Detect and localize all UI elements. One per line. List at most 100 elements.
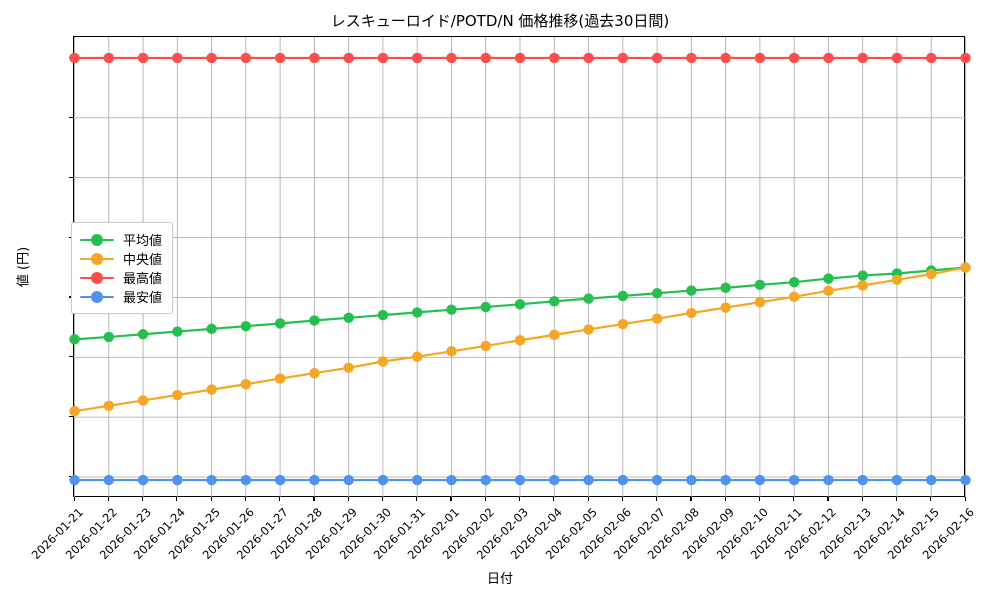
data-point bbox=[446, 346, 457, 357]
data-point bbox=[274, 373, 286, 384]
data-point bbox=[446, 304, 457, 315]
data-point bbox=[549, 296, 560, 307]
data-point bbox=[926, 268, 937, 280]
x-tick-mark bbox=[519, 497, 521, 501]
x-tick-mark bbox=[450, 497, 452, 501]
x-tick-mark bbox=[724, 497, 726, 501]
data-point bbox=[240, 379, 252, 390]
data-point bbox=[857, 270, 868, 281]
data-point bbox=[411, 52, 423, 64]
data-point bbox=[309, 474, 320, 486]
data-point bbox=[583, 474, 594, 486]
data-point bbox=[960, 474, 971, 486]
series-4 bbox=[69, 474, 971, 486]
chart-title: レスキューロイド/POTD/N 価格推移(過去30日間) bbox=[330, 12, 670, 30]
data-point bbox=[69, 474, 80, 486]
x-tick-mark bbox=[347, 497, 349, 501]
data-point bbox=[480, 340, 491, 352]
data-point bbox=[891, 474, 903, 486]
data-point bbox=[514, 335, 526, 346]
data-point bbox=[788, 291, 800, 303]
chart-legend: 平均値中央値最高値 最安値 bbox=[71, 222, 174, 314]
data-point bbox=[514, 474, 526, 486]
data-point bbox=[309, 315, 320, 326]
data-point bbox=[686, 474, 697, 486]
data-point bbox=[103, 331, 114, 343]
data-point bbox=[103, 400, 114, 411]
data-point bbox=[651, 52, 663, 64]
legend-label: 平均値 bbox=[123, 234, 163, 249]
data-point bbox=[103, 474, 114, 486]
data-point bbox=[343, 362, 354, 373]
x-tick-mark bbox=[142, 497, 144, 501]
data-point bbox=[480, 474, 491, 486]
x-tick-mark bbox=[176, 497, 178, 501]
data-point bbox=[549, 329, 560, 341]
legend-label: 中央値 bbox=[123, 253, 163, 268]
data-point bbox=[343, 52, 354, 64]
data-point bbox=[446, 474, 457, 486]
x-axis-label: 日付 bbox=[486, 572, 513, 587]
data-point bbox=[583, 293, 594, 304]
data-point bbox=[549, 52, 560, 64]
x-tick-mark bbox=[895, 497, 898, 501]
y-tick-mark bbox=[69, 356, 73, 358]
data-point bbox=[960, 262, 971, 273]
data-point bbox=[377, 309, 389, 321]
data-point bbox=[720, 474, 731, 486]
data-point bbox=[411, 474, 423, 486]
x-tick-mark bbox=[553, 497, 555, 501]
data-point bbox=[137, 395, 149, 406]
data-point bbox=[754, 297, 766, 308]
x-tick-mark bbox=[210, 497, 212, 501]
x-tick-mark bbox=[793, 497, 795, 501]
legend-item-1[interactable]: 平均値 bbox=[80, 230, 162, 249]
data-point bbox=[137, 474, 149, 486]
data-point bbox=[377, 52, 389, 64]
data-point bbox=[309, 52, 320, 64]
data-point bbox=[617, 474, 629, 486]
y-tick-mark bbox=[69, 176, 73, 178]
data-point bbox=[206, 323, 217, 335]
data-point bbox=[172, 326, 183, 337]
data-point bbox=[69, 405, 80, 417]
data-point bbox=[617, 290, 629, 302]
data-point bbox=[274, 318, 286, 329]
data-point bbox=[69, 52, 80, 64]
data-point bbox=[343, 474, 354, 486]
data-point bbox=[857, 52, 868, 64]
data-point bbox=[754, 52, 766, 64]
data-point bbox=[274, 474, 286, 486]
data-point bbox=[240, 474, 252, 486]
data-point bbox=[172, 474, 183, 486]
legend-label: 最高値 bbox=[123, 272, 163, 287]
plot-area bbox=[69, 36, 971, 498]
data-point bbox=[788, 474, 800, 486]
series-2 bbox=[69, 262, 971, 417]
x-tick-mark bbox=[416, 497, 418, 501]
data-point bbox=[411, 307, 423, 318]
legend-marker-icon bbox=[80, 290, 114, 303]
legend-item-4[interactable]: 最安値 bbox=[80, 287, 162, 306]
data-point bbox=[446, 52, 457, 64]
x-tick-mark bbox=[930, 497, 932, 501]
data-point bbox=[274, 52, 286, 64]
data-point bbox=[343, 312, 354, 323]
x-tick-mark bbox=[690, 497, 692, 501]
data-point bbox=[686, 307, 697, 319]
x-tick-mark bbox=[587, 497, 589, 501]
data-point bbox=[926, 474, 937, 486]
data-point bbox=[549, 474, 560, 486]
legend-item-2[interactable]: 中央値 bbox=[80, 249, 162, 268]
data-point bbox=[857, 474, 868, 486]
x-tick-mark bbox=[758, 497, 761, 501]
legend-item-3[interactable]: 最高値 bbox=[80, 268, 162, 287]
data-point bbox=[514, 299, 526, 310]
data-point bbox=[377, 356, 389, 367]
x-tick-mark bbox=[381, 497, 384, 501]
data-point bbox=[617, 318, 629, 330]
data-point bbox=[720, 282, 731, 294]
data-point bbox=[172, 52, 183, 64]
data-point bbox=[617, 52, 629, 64]
